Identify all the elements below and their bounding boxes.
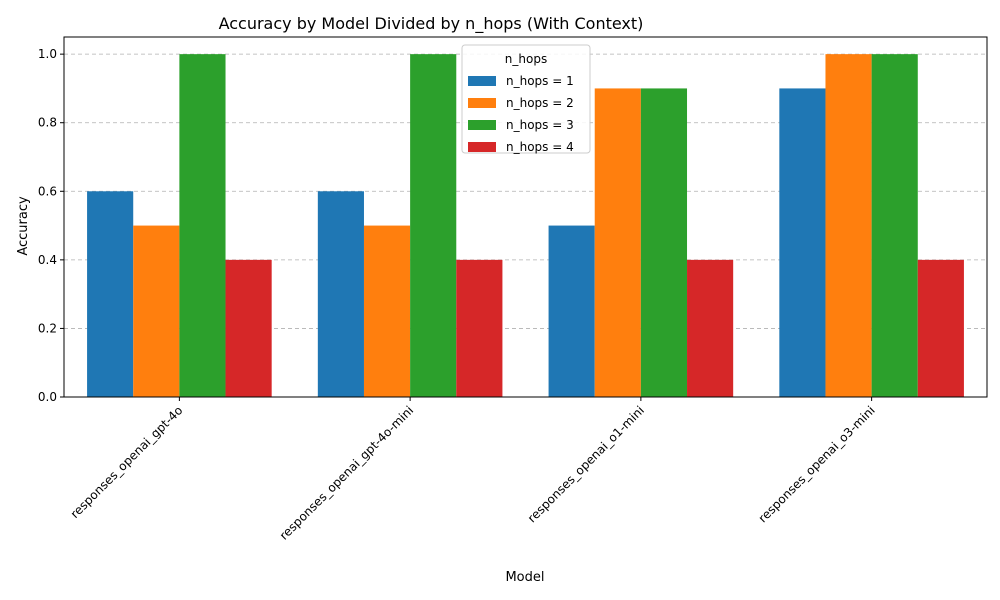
x-tick-label: responses_openai_gpt-4o xyxy=(68,403,186,521)
legend-swatch xyxy=(468,142,496,152)
bars xyxy=(87,54,964,398)
legend-title: n_hops xyxy=(505,52,547,66)
bar xyxy=(363,225,411,397)
y-axis-label: Accuracy xyxy=(16,196,31,256)
y-tick-label: 0.6 xyxy=(38,184,57,198)
legend-swatch xyxy=(468,76,496,86)
x-axis-label: Model xyxy=(505,570,544,585)
bar xyxy=(779,88,826,397)
bar xyxy=(133,225,180,397)
bar xyxy=(87,191,134,397)
bar xyxy=(179,54,226,398)
y-tick-label: 0.0 xyxy=(38,390,57,404)
bar xyxy=(548,225,595,397)
y-tick-label: 0.4 xyxy=(38,253,57,267)
axes xyxy=(63,36,988,398)
bar xyxy=(640,88,688,397)
x-tick-label: responses_openai_o3-mini xyxy=(756,403,878,525)
x-ticks: responses_openai_gpt-4o responses_openai_… xyxy=(68,397,878,543)
bar xyxy=(871,54,918,398)
legend-label: n_hops = 2 xyxy=(506,96,574,110)
legend: n_hops n_hops = 1 n_hops = 2 n_hops = 3 n_ho… xyxy=(461,44,591,154)
y-ticks: 0.0 0.2 0.4 0.6 0.8 1.0 xyxy=(38,47,64,404)
bar xyxy=(825,54,872,398)
y-tick-label: 1.0 xyxy=(38,47,57,61)
chart-title: Accuracy by Model Divided by n_hops (Wit… xyxy=(219,14,644,34)
bar xyxy=(410,54,457,398)
bar xyxy=(317,191,364,397)
legend-label: n_hops = 4 xyxy=(506,140,574,154)
legend-swatch xyxy=(468,120,496,130)
y-tick-label: 0.8 xyxy=(38,116,57,130)
legend-label: n_hops = 1 xyxy=(506,74,574,88)
y-tick-label: 0.2 xyxy=(38,321,57,335)
plot-frame xyxy=(63,36,988,398)
legend-label: n_hops = 3 xyxy=(506,118,574,132)
bar xyxy=(225,259,272,397)
bar xyxy=(456,259,503,397)
x-tick-label: responses_openai_o1-mini xyxy=(525,403,647,525)
legend-swatch xyxy=(468,98,496,108)
bar xyxy=(917,259,964,397)
x-tick-label: responses_openai_gpt-4o-mini xyxy=(277,403,416,542)
bar xyxy=(687,259,734,397)
bar xyxy=(594,88,641,397)
